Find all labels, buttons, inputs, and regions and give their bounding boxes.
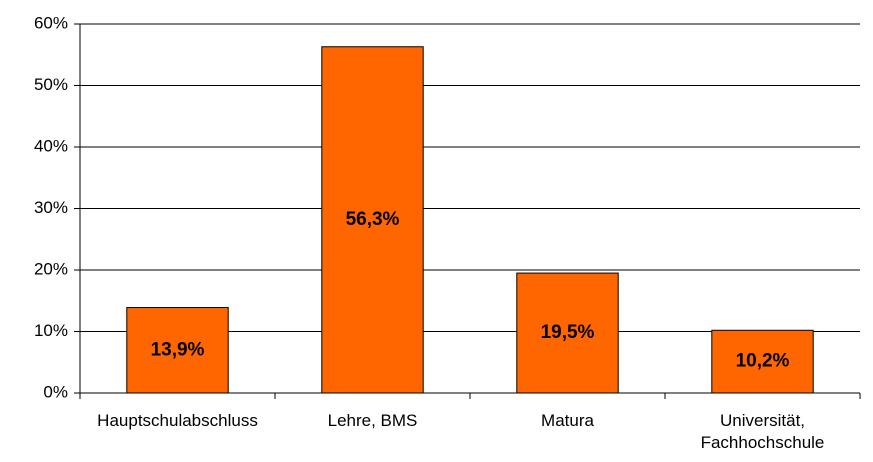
x-tick-label-box: Hauptschulabschluss xyxy=(78,410,278,432)
value-label: 10,2% xyxy=(736,351,790,372)
y-tick-label: 30% xyxy=(34,198,68,217)
value-label: 19,5% xyxy=(541,322,595,343)
y-tick-label: 0% xyxy=(43,382,68,401)
x-tick-label-box: Matura xyxy=(468,410,668,432)
value-label: 56,3% xyxy=(346,209,400,230)
y-tick-label: 60% xyxy=(34,13,68,32)
x-tick-label-box: Lehre, BMS xyxy=(273,410,473,432)
bar xyxy=(321,46,424,394)
x-tick-label: Hauptschulabschluss xyxy=(97,411,258,430)
x-tick-label: Universität, Fachhochschule xyxy=(700,411,825,452)
y-tick-label: 40% xyxy=(34,136,68,155)
value-label: 13,9% xyxy=(151,339,205,360)
bar xyxy=(126,307,229,394)
y-tick-label: 50% xyxy=(34,75,68,94)
y-tick-label: 10% xyxy=(34,321,68,340)
x-tick-label-box: Universität, Fachhochschule xyxy=(663,410,863,454)
bar xyxy=(516,272,619,394)
x-tick-label: Matura xyxy=(541,411,594,430)
x-tick-label: Lehre, BMS xyxy=(327,411,418,430)
bar xyxy=(711,329,814,394)
y-tick-label: 20% xyxy=(34,259,68,278)
